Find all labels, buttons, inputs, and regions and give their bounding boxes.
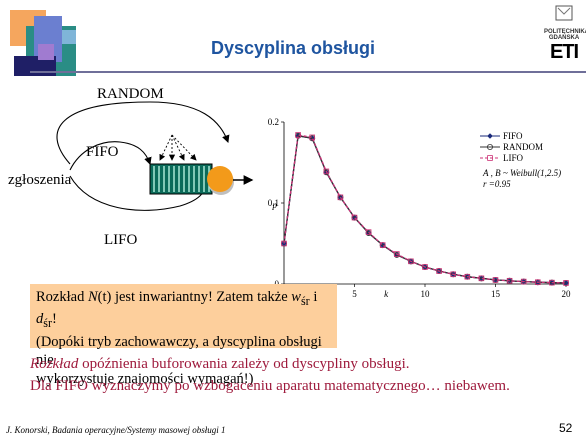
logo-line2: GDAŃSKA [548, 35, 580, 41]
data-point [486, 143, 493, 150]
footer-text: J. Konorski, Badania operacyjne/Systemy … [6, 425, 226, 435]
x-tick-label: 5 [352, 289, 357, 299]
x-axis-label: k [384, 289, 389, 299]
data-point [295, 132, 301, 138]
data-point [478, 275, 485, 282]
note-line3: wykorzystuje znajomości wymagań!) [36, 370, 254, 387]
note-var-w: w [291, 289, 301, 305]
fifo-label: FIFO [86, 144, 119, 160]
data-point [450, 271, 457, 278]
lifo-label: LIFO [104, 232, 138, 248]
statement-rest: opóźnienia buforowania zależy od dyscypl… [78, 356, 410, 372]
note-var-d: d [36, 311, 44, 328]
data-point [408, 258, 414, 265]
title-rule [30, 71, 586, 73]
statement-italic: Rozkład [30, 356, 79, 372]
note-line2: (Dopóki tryb zachowawczy, a dyscyplina o… [36, 333, 322, 369]
data-point [563, 280, 569, 286]
data-point [281, 240, 287, 247]
logo-line1: POLITECHNIKA [544, 29, 586, 35]
data-point [520, 278, 527, 285]
source-label: zgłoszenia [8, 172, 72, 188]
chart-annotation-distribution: A , B ~ Weibull(1,2.5) [482, 168, 561, 178]
x-tick-label: 15 [491, 289, 501, 299]
queue-buffer [149, 163, 213, 195]
note-text-b: jest inwariantny! Zatem także [111, 289, 292, 305]
data-point [534, 279, 541, 286]
data-point [323, 168, 330, 175]
data-point [549, 279, 555, 286]
page-number: 52 [559, 421, 573, 435]
statement-line1: Rozkład opóźnienia buforowania zależy od… [30, 356, 410, 373]
y-tick-label: 0.2 [268, 117, 279, 127]
data-point [393, 251, 400, 257]
random-arrow [56, 101, 230, 165]
note-text-t: (t) [97, 289, 112, 305]
note-line1: Rozkład N(t) jest inwariantny! Zatem tak… [30, 284, 337, 333]
page-title: Dyscyplina obsługi [210, 38, 376, 58]
legend-label: RANDOM [503, 142, 543, 152]
data-point [379, 242, 386, 248]
data-point [464, 273, 471, 280]
decor-square-small [62, 30, 76, 44]
series-line-lifo [283, 134, 567, 284]
statement-line2: Dla FIFO wyznaczymy po wzbogaceniu apara… [30, 378, 510, 394]
series-line-random [283, 135, 567, 284]
y-axis-label: p [272, 200, 278, 210]
note-sub-d: śr [43, 316, 52, 331]
data-point [365, 229, 372, 235]
chart-annotation-r: r =0.95 [483, 179, 511, 189]
random-dotted-arrows [159, 134, 197, 161]
crest-icon [555, 5, 573, 21]
data-point [487, 133, 493, 139]
x-tick-label: 20 [562, 289, 572, 299]
logo-mark: ETI [549, 41, 579, 63]
x-tick-label: 10 [421, 289, 431, 299]
data-point [337, 194, 344, 201]
note-box: Rozkład N(t) jest inwariantny! Zatem tak… [30, 284, 337, 387]
note-text-a: Rozkład [36, 289, 88, 305]
legend-label: FIFO [503, 131, 523, 141]
random-label: RANDOM [97, 86, 164, 102]
series-line-fifo [283, 135, 567, 284]
data-point [487, 155, 493, 161]
queue-diagram [56, 101, 254, 211]
data-point [563, 280, 569, 286]
data-point [436, 268, 442, 274]
server-circle [207, 166, 233, 192]
note-var-N: N [87, 289, 98, 305]
data-point [351, 214, 358, 221]
note-text-end: ! [51, 311, 57, 328]
university-logo: POLITECHNIKA GDAŃSKA ETI [544, 4, 586, 68]
data-point [506, 277, 513, 284]
fifo-arrow [69, 141, 152, 171]
data-point [492, 277, 499, 283]
decor-square-purple [38, 44, 54, 60]
note-sub-w: śr [300, 293, 310, 308]
note-text-and: i [309, 289, 318, 305]
y-tick-label: 0.1 [268, 198, 279, 208]
chart-series [280, 132, 569, 286]
data-point [422, 264, 428, 270]
legend-label: LIFO [503, 153, 524, 163]
data-point [309, 134, 315, 141]
